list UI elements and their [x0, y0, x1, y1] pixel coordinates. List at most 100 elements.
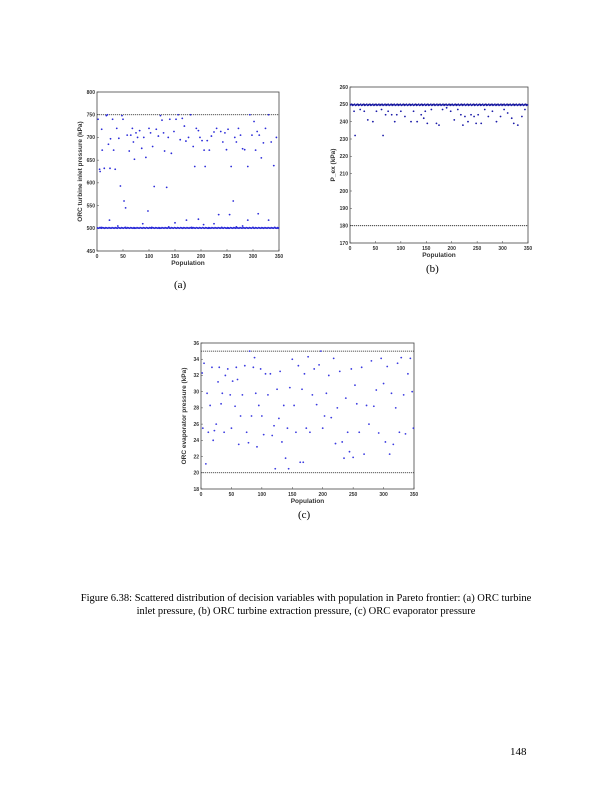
x-tick-label: 350: [275, 254, 284, 260]
y-tick-label: 210: [340, 171, 349, 177]
data-point: [404, 115, 406, 118]
data-point: [416, 120, 419, 123]
data-point: [318, 364, 320, 366]
data-point: [363, 453, 365, 456]
data-point: [210, 135, 213, 137]
data-point: [411, 390, 414, 393]
data-point: [366, 119, 369, 121]
data-point: [377, 432, 380, 434]
data-point: [323, 415, 326, 417]
data-point: [260, 156, 263, 159]
data-point: [138, 129, 141, 132]
y-tick-label: 260: [340, 85, 349, 91]
data-point: [237, 127, 240, 130]
data-point: [258, 134, 261, 137]
data-point: [133, 158, 136, 161]
x-axis-label: Population: [422, 252, 456, 259]
data-point: [282, 404, 285, 407]
data-point: [195, 127, 198, 130]
data-point: [141, 222, 144, 225]
data-point: [168, 118, 171, 121]
data-point: [382, 134, 384, 137]
data-point: [239, 134, 242, 137]
data-point: [336, 406, 339, 409]
x-axis-label: Population: [291, 498, 325, 505]
data-point: [352, 456, 355, 459]
data-point: [189, 113, 192, 116]
data-point: [470, 113, 472, 116]
data-point: [135, 131, 137, 134]
data-point: [99, 170, 102, 173]
data-point: [162, 131, 165, 134]
data-point: [355, 402, 358, 405]
data-point: [516, 124, 519, 127]
y-tick-label: 26: [193, 422, 199, 428]
data-point: [321, 427, 324, 430]
data-point: [199, 136, 201, 139]
y-tick-label: 18: [193, 487, 199, 493]
data-point: [267, 113, 270, 116]
data-point: [206, 139, 209, 142]
data-point: [257, 212, 260, 215]
data-point: [209, 404, 212, 407]
data-point: [388, 453, 391, 456]
data-point: [276, 388, 278, 391]
x-tick-label: 100: [258, 492, 267, 498]
data-point: [370, 359, 373, 362]
data-point: [445, 106, 448, 109]
data-point: [129, 134, 132, 137]
data-point: [223, 431, 226, 434]
data-point: [483, 108, 486, 111]
data-point: [207, 431, 210, 434]
data-point: [213, 222, 215, 225]
x-tick-label: 0: [349, 246, 352, 252]
data-point: [144, 156, 147, 159]
data-point: [477, 113, 480, 116]
plot-frame: [200, 342, 415, 490]
data-point: [392, 443, 395, 446]
data-point: [348, 450, 351, 453]
data-point: [449, 110, 452, 113]
data-point: [213, 429, 216, 432]
data-point: [175, 118, 177, 121]
x-tick-label: 250: [223, 254, 232, 260]
data-point: [115, 127, 118, 130]
data-point: [430, 108, 433, 111]
data-point: [299, 461, 302, 464]
plot-svg: 0 50 100 150 200 250 300 350 18 20 22 24 26 28 30 32 34 3…: [181, 341, 418, 505]
data-point: [253, 356, 256, 359]
data-point: [435, 122, 438, 125]
data-point: [220, 402, 222, 405]
x-tick-label: 300: [379, 492, 388, 498]
data-point: [257, 404, 260, 407]
data-point: [274, 467, 277, 470]
data-point: [221, 141, 224, 143]
data-point: [119, 185, 122, 187]
data-point: [157, 135, 160, 137]
data-point: [398, 431, 401, 434]
data-point: [183, 125, 186, 127]
data-point: [236, 378, 239, 381]
data-point: [410, 120, 412, 123]
data-point: [153, 185, 156, 188]
data-point: [243, 364, 246, 367]
data-point: [327, 374, 330, 377]
data-point: [246, 219, 249, 222]
data-point: [267, 219, 270, 222]
data-point: [303, 372, 306, 375]
data-point: [215, 127, 218, 130]
data-point: [254, 392, 257, 395]
y-tick-label: 450: [87, 249, 96, 255]
data-point: [201, 427, 204, 430]
data-point: [363, 110, 366, 113]
data-point: [420, 113, 423, 116]
data-point: [109, 167, 111, 170]
x-tick-label: 350: [410, 492, 419, 498]
y-tick-label: 600: [87, 181, 96, 187]
data-point: [512, 122, 515, 125]
data-point: [464, 115, 466, 118]
data-point: [390, 392, 393, 395]
data-point: [97, 118, 99, 121]
data-point: [151, 145, 154, 148]
data-point: [116, 225, 119, 227]
